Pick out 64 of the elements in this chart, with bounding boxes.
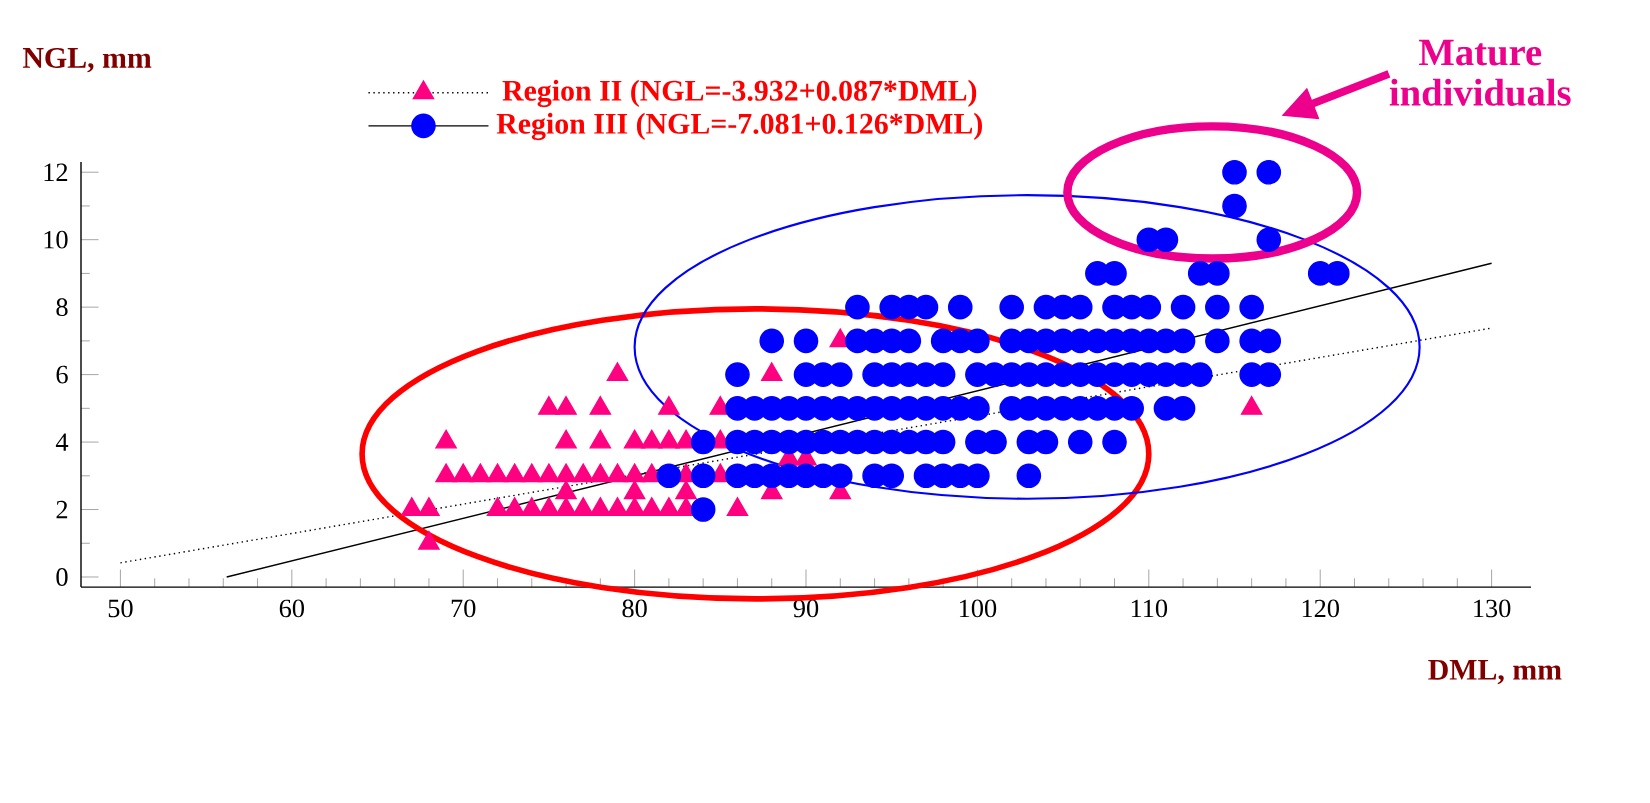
- point: [623, 480, 646, 500]
- x-tick-label: 90: [793, 599, 819, 618]
- x-tick-label: 100: [959, 599, 997, 618]
- point: [538, 396, 560, 415]
- point: [555, 497, 577, 517]
- point: [760, 362, 783, 382]
- point: [606, 463, 629, 483]
- point: [418, 497, 440, 517]
- point: [658, 396, 680, 415]
- point: [572, 497, 594, 517]
- point: [606, 497, 629, 517]
- point: [503, 463, 526, 483]
- x-tick-label: 130: [1474, 599, 1511, 618]
- x-tick-label: 80: [622, 599, 647, 618]
- point: [589, 396, 612, 415]
- point: [418, 530, 440, 550]
- y-tick-label: 0: [56, 568, 68, 586]
- point: [641, 429, 663, 449]
- point: [486, 463, 509, 483]
- y-tick-label: 8: [56, 298, 68, 317]
- x-tick-label: 50: [108, 599, 133, 618]
- y-tick-label: 6: [56, 365, 68, 384]
- legend-label: Region III (NGL=-7.081+0.126*DML): [496, 112, 983, 141]
- point: [623, 429, 646, 449]
- point: [623, 463, 646, 483]
- text: Mature individuals: [1389, 39, 1571, 106]
- point: [589, 429, 612, 449]
- point: [555, 463, 577, 483]
- x-tick-label: 70: [451, 599, 476, 618]
- y-tick-label: 10: [44, 230, 68, 249]
- x-tick-label: 120: [1302, 599, 1339, 618]
- point: [435, 463, 457, 483]
- point: [521, 497, 543, 517]
- point: [469, 463, 492, 483]
- point: [555, 429, 577, 449]
- point: [726, 497, 749, 517]
- y-tick-label: 4: [55, 433, 69, 451]
- point: [538, 497, 560, 517]
- legend-label: Region II (NGL=-3.932+0.087*DML): [502, 79, 977, 108]
- y-tick-label: 12: [44, 163, 68, 181]
- x-axis-title: DML, mm: [1428, 660, 1562, 685]
- point: [658, 429, 680, 449]
- y-tick-label: 2: [56, 500, 68, 519]
- point: [606, 362, 629, 382]
- point: [589, 463, 612, 483]
- point: [486, 497, 509, 517]
- y-axis-title: NGL, mm: [22, 47, 152, 73]
- point: [401, 497, 423, 517]
- point: [435, 429, 457, 449]
- point: [623, 497, 646, 517]
- x-tick-label: 110: [1131, 599, 1168, 618]
- point: [589, 497, 612, 517]
- point: [675, 480, 697, 500]
- point: [572, 463, 594, 483]
- x-tick-label: 60: [279, 599, 304, 618]
- point: [555, 480, 577, 500]
- point: [1240, 396, 1263, 415]
- point: [521, 463, 543, 483]
- point: [555, 396, 577, 415]
- point: [452, 463, 474, 483]
- point: [503, 497, 526, 517]
- point: [641, 497, 663, 517]
- point: [658, 497, 680, 517]
- point: [538, 463, 560, 483]
